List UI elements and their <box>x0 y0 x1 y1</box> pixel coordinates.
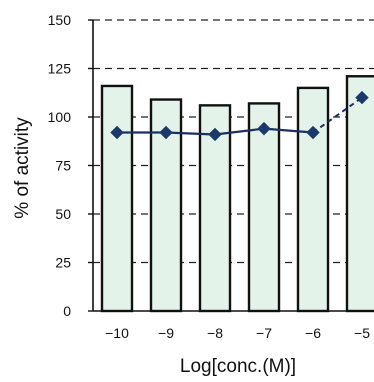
bar <box>100 84 134 313</box>
data-point-marker <box>159 125 173 140</box>
y-tick-label: 125 <box>48 61 72 77</box>
data-point-marker <box>110 125 124 140</box>
y-tick-label: 0 <box>63 303 71 319</box>
x-tick-label: −10 <box>105 325 129 341</box>
series-line-dashed-segment <box>312 96 363 134</box>
data-point-marker <box>257 121 271 136</box>
x-tick-label: −8 <box>207 325 223 341</box>
axes <box>88 19 374 312</box>
y-tick-label: 150 <box>48 12 72 28</box>
x-tick-label: −9 <box>158 325 174 341</box>
bar <box>247 102 281 313</box>
x-tick-labels: −10 −9 −8 −7 −6 −5 <box>105 325 370 341</box>
activity-line <box>110 90 369 142</box>
gridlines <box>93 19 374 264</box>
data-point-marker <box>208 127 222 142</box>
x-tick-label: −7 <box>256 325 272 341</box>
x-tick-label: −5 <box>354 325 370 341</box>
y-tick-label: 50 <box>55 206 71 222</box>
data-point-marker <box>306 125 320 140</box>
x-axis-label: Log[conc.(M)] <box>180 356 296 377</box>
bars <box>100 75 374 313</box>
data-point-marker <box>355 90 369 105</box>
y-tick-label: 100 <box>48 109 72 125</box>
bar <box>345 75 374 313</box>
x-tick-label: −6 <box>305 325 321 341</box>
y-tick-label: 75 <box>55 158 71 174</box>
y-axis-label: % of activity <box>12 117 33 219</box>
y-tick-labels: 0 25 50 75 100 125 150 <box>48 12 72 319</box>
y-tick-label: 25 <box>55 255 71 271</box>
bar <box>296 86 330 313</box>
bar <box>198 104 232 313</box>
